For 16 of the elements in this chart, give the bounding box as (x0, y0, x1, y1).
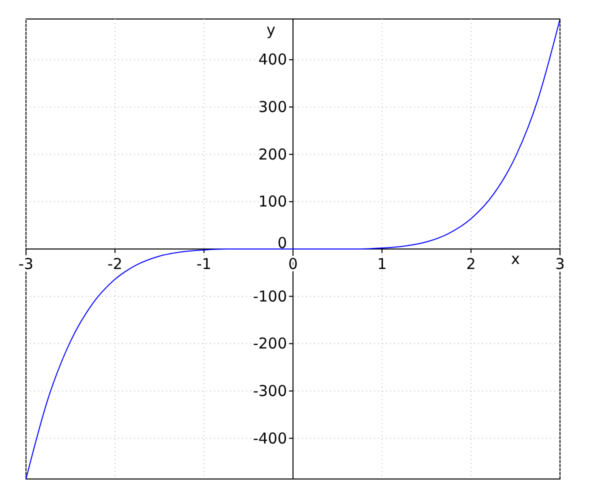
x-tick-label: -3 (18, 255, 34, 273)
y-tick-label: 100 (258, 192, 287, 211)
x-tick-label: -2 (108, 255, 122, 273)
x-axis-title: x (511, 250, 520, 268)
y-tick-label: -200 (252, 334, 287, 353)
x-tick-label: -1 (196, 255, 212, 273)
x-tick-label: 2 (466, 255, 476, 273)
y-tick-label: -300 (252, 382, 287, 400)
y-axis-title: y (266, 21, 276, 39)
y-tick-label: 0 (277, 234, 287, 252)
y-tick-label: 300 (258, 98, 287, 116)
y-tick-label: 200 (258, 145, 287, 164)
x-tick-label: 1 (377, 255, 387, 273)
y-tick-label: 400 (258, 50, 287, 69)
y-tick-label: -400 (252, 429, 287, 448)
y-tick-label: -100 (252, 287, 287, 306)
